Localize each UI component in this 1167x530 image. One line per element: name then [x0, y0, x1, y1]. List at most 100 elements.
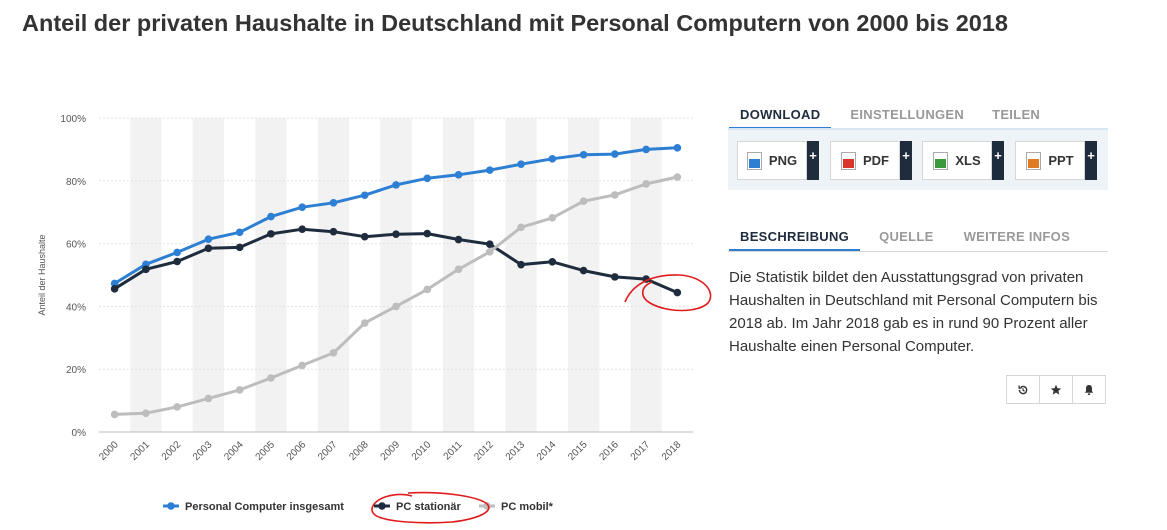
- tab-teilen[interactable]: TEILEN: [992, 107, 1041, 122]
- data-point: [142, 409, 150, 417]
- grid-band: [380, 118, 412, 432]
- y-tick-label: 100%: [60, 114, 86, 125]
- y-tick-label: 60%: [66, 240, 86, 251]
- png-download-button[interactable]: PNG +: [737, 141, 819, 180]
- data-point: [454, 235, 463, 244]
- data-point: [642, 180, 650, 188]
- history-button[interactable]: [1006, 375, 1040, 404]
- xls-file-icon: [933, 151, 949, 170]
- data-point: [517, 160, 525, 168]
- pdf-label: PDF: [863, 153, 889, 168]
- y-axis-label: Anteil der Haushalte: [37, 234, 47, 315]
- ppt-file-icon: [1026, 151, 1042, 170]
- data-point: [204, 394, 213, 403]
- legend-label[interactable]: PC stationär: [396, 501, 462, 513]
- x-tick-label: 2000: [97, 439, 121, 463]
- data-point: [267, 374, 275, 382]
- data-point: [454, 265, 463, 274]
- tab-weitere-infos[interactable]: WEITERE INFOS: [963, 229, 1071, 244]
- xls-download-button[interactable]: XLS +: [922, 141, 1004, 180]
- grid-band: [505, 118, 537, 432]
- data-point: [110, 285, 119, 293]
- ppt-plus-button[interactable]: +: [1085, 141, 1097, 180]
- data-point: [579, 150, 588, 159]
- y-tick-label: 40%: [66, 302, 86, 313]
- data-point: [548, 258, 557, 266]
- data-point: [392, 181, 400, 189]
- data-point: [392, 230, 400, 238]
- pdf-plus-button[interactable]: +: [900, 141, 912, 180]
- data-point: [548, 214, 557, 222]
- tab-einstellungen[interactable]: EINSTELLUNGEN: [850, 107, 965, 122]
- data-point: [360, 232, 369, 241]
- page-title: Anteil der privaten Haushalte in Deutsch…: [22, 10, 1008, 36]
- x-tick-label: 2015: [566, 439, 590, 463]
- grid-band: [567, 118, 600, 432]
- data-point: [673, 288, 682, 297]
- tab-download[interactable]: DOWNLOAD: [729, 100, 832, 130]
- ppt-download-button[interactable]: PPT +: [1015, 141, 1097, 180]
- tab-beschreibung[interactable]: BESCHREIBUNG: [729, 222, 861, 252]
- star-icon: [1050, 384, 1062, 395]
- x-tick-label: 2004: [222, 439, 246, 463]
- data-point: [392, 302, 400, 311]
- data-point: [360, 319, 369, 327]
- data-point: [329, 198, 338, 207]
- history-icon: [1018, 384, 1028, 394]
- x-tick-label: 2008: [347, 439, 371, 463]
- xls-plus-button[interactable]: +: [992, 141, 1004, 180]
- x-tick-label: 2009: [379, 439, 403, 463]
- data-point: [642, 145, 650, 154]
- data-point: [110, 410, 119, 419]
- png-plus-button[interactable]: +: [807, 141, 819, 180]
- data-point: [423, 174, 432, 183]
- x-tick-label: 2003: [191, 439, 215, 463]
- download-panel: PNG + PDF + XLS + PPT +: [728, 130, 1108, 190]
- tab-quelle[interactable]: QUELLE: [879, 229, 934, 244]
- x-tick-label: 2006: [285, 439, 309, 463]
- data-point: [485, 166, 494, 174]
- grid-band: [192, 118, 225, 432]
- grid-band: [317, 118, 350, 432]
- data-point: [204, 235, 213, 244]
- data-point: [298, 361, 307, 370]
- notification-button[interactable]: [1072, 375, 1106, 404]
- data-point: [298, 203, 307, 211]
- data-point: [485, 240, 494, 249]
- legend-swatch-point: [167, 502, 175, 510]
- data-point: [454, 171, 463, 179]
- x-tick-label: 2010: [410, 439, 434, 463]
- x-tick-label: 2001: [129, 439, 153, 463]
- data-point: [360, 191, 369, 200]
- annotation-circle-2018: [624, 274, 712, 312]
- data-point: [235, 243, 244, 252]
- x-tick-label: 2002: [160, 439, 184, 463]
- grid-band: [255, 118, 287, 432]
- data-point: [548, 155, 557, 163]
- favorite-button[interactable]: [1039, 375, 1073, 404]
- legend-label[interactable]: PC mobil*: [501, 501, 554, 513]
- data-point: [485, 247, 494, 256]
- x-tick-label: 2005: [254, 439, 278, 463]
- data-point: [517, 223, 525, 232]
- data-point: [298, 225, 307, 233]
- data-point: [673, 144, 682, 152]
- legend-label[interactable]: Personal Computer insgesamt: [185, 501, 344, 513]
- bell-icon: [1084, 384, 1094, 395]
- data-point: [173, 257, 181, 266]
- data-point: [579, 197, 588, 206]
- data-point: [173, 403, 181, 411]
- png-file-icon: [746, 151, 762, 170]
- data-point: [611, 150, 619, 158]
- y-tick-label: 20%: [66, 365, 86, 376]
- data-point: [267, 230, 275, 238]
- pdf-download-button[interactable]: PDF +: [830, 141, 912, 180]
- data-point: [611, 273, 619, 281]
- y-tick-label: 80%: [66, 177, 86, 188]
- data-point: [142, 265, 150, 274]
- tab-divider: [728, 128, 1108, 130]
- action-icon-bar: [1006, 375, 1106, 404]
- x-tick-label: 2007: [316, 439, 340, 463]
- data-point: [423, 229, 432, 238]
- data-point: [235, 228, 244, 237]
